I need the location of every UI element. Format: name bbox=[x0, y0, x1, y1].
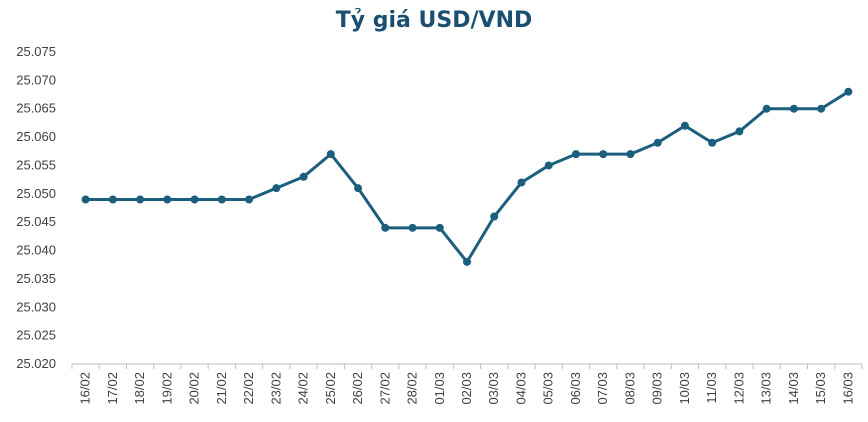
y-tick-label: 25.055 bbox=[16, 157, 56, 172]
x-tick-label: 28/02 bbox=[405, 372, 420, 405]
data-point bbox=[81, 195, 90, 204]
x-tick-label: 06/03 bbox=[568, 372, 583, 405]
y-tick-label: 25.075 bbox=[16, 44, 56, 59]
x-tick-label: 24/02 bbox=[296, 372, 311, 405]
data-point bbox=[789, 104, 798, 113]
data-point bbox=[272, 184, 281, 193]
x-tick-label: 16/03 bbox=[840, 372, 855, 405]
data-point bbox=[217, 195, 226, 204]
data-point bbox=[762, 104, 771, 113]
x-axis-ticks: 16/02 17/02 18/02 19/02 20/02 21/02 22/02 23/02… bbox=[78, 372, 856, 405]
x-tick-label: 27/02 bbox=[377, 372, 392, 405]
data-point bbox=[408, 223, 417, 232]
data-point bbox=[381, 223, 390, 232]
data-point bbox=[490, 212, 499, 221]
x-tick-label: 03/03 bbox=[486, 372, 501, 405]
y-tick-label: 25.050 bbox=[16, 186, 56, 201]
y-tick-label: 25.030 bbox=[16, 299, 56, 314]
y-tick-label: 25.065 bbox=[16, 101, 56, 116]
x-tick-label: 01/03 bbox=[432, 372, 447, 405]
y-tick-label: 25.060 bbox=[16, 129, 56, 144]
data-point bbox=[708, 138, 717, 147]
x-tick-label: 09/03 bbox=[650, 372, 665, 405]
chart-title: Tỷ giá USD/VND bbox=[335, 8, 533, 33]
x-tick-label: 13/03 bbox=[759, 372, 774, 405]
data-point bbox=[245, 195, 254, 204]
data-point bbox=[108, 195, 117, 204]
x-tick-label: 16/02 bbox=[78, 372, 93, 405]
x-tick-label: 25/02 bbox=[323, 372, 338, 405]
x-tick-label: 04/03 bbox=[513, 372, 528, 405]
y-tick-label: 25.040 bbox=[16, 243, 56, 258]
data-point bbox=[599, 150, 608, 159]
data-point bbox=[435, 223, 444, 232]
y-tick-label: 25.020 bbox=[16, 356, 56, 371]
x-tick-label: 19/02 bbox=[159, 372, 174, 405]
x-tick-label: 05/03 bbox=[541, 372, 556, 405]
data-point bbox=[299, 172, 308, 181]
data-point bbox=[190, 195, 199, 204]
x-tick-label: 07/03 bbox=[595, 372, 610, 405]
x-tick-label: 23/02 bbox=[268, 372, 283, 405]
x-tick-label: 20/02 bbox=[187, 372, 202, 405]
x-tick-label: 08/03 bbox=[622, 372, 637, 405]
data-point bbox=[571, 150, 580, 159]
x-tick-label: 14/03 bbox=[786, 372, 801, 405]
x-tick-label: 10/03 bbox=[677, 372, 692, 405]
x-axis bbox=[71, 363, 863, 369]
x-tick-label: 11/03 bbox=[704, 372, 719, 404]
x-tick-label: 21/02 bbox=[214, 372, 229, 405]
data-point bbox=[326, 150, 335, 159]
data-point bbox=[463, 257, 471, 266]
series-line bbox=[85, 90, 850, 264]
y-axis-ticks: 25.020 25.025 25.030 25.035 25.040 25.045 25.0… bbox=[16, 44, 56, 371]
series-group bbox=[81, 87, 853, 266]
x-tick-label: 26/02 bbox=[350, 372, 365, 405]
y-tick-label: 25.035 bbox=[16, 271, 56, 286]
x-tick-label: 17/02 bbox=[105, 372, 120, 405]
data-point bbox=[354, 184, 363, 193]
y-tick-label: 25.025 bbox=[16, 328, 56, 343]
y-tick-label: 25.045 bbox=[16, 214, 56, 229]
data-point bbox=[817, 104, 826, 113]
data-point bbox=[680, 121, 689, 130]
x-tick-label: 15/03 bbox=[813, 372, 828, 405]
data-point bbox=[163, 195, 172, 204]
data-point bbox=[517, 178, 526, 187]
data-point bbox=[653, 138, 662, 147]
x-tick-label: 12/03 bbox=[731, 372, 746, 405]
x-tick-label: 02/03 bbox=[459, 372, 474, 405]
data-point bbox=[136, 195, 145, 204]
y-tick-label: 25.070 bbox=[16, 72, 56, 87]
data-point bbox=[544, 161, 553, 170]
x-tick-label: 18/02 bbox=[132, 372, 147, 405]
x-tick-label: 22/02 bbox=[241, 372, 256, 405]
data-point bbox=[735, 127, 744, 136]
data-point bbox=[626, 150, 635, 159]
data-point bbox=[844, 87, 853, 96]
